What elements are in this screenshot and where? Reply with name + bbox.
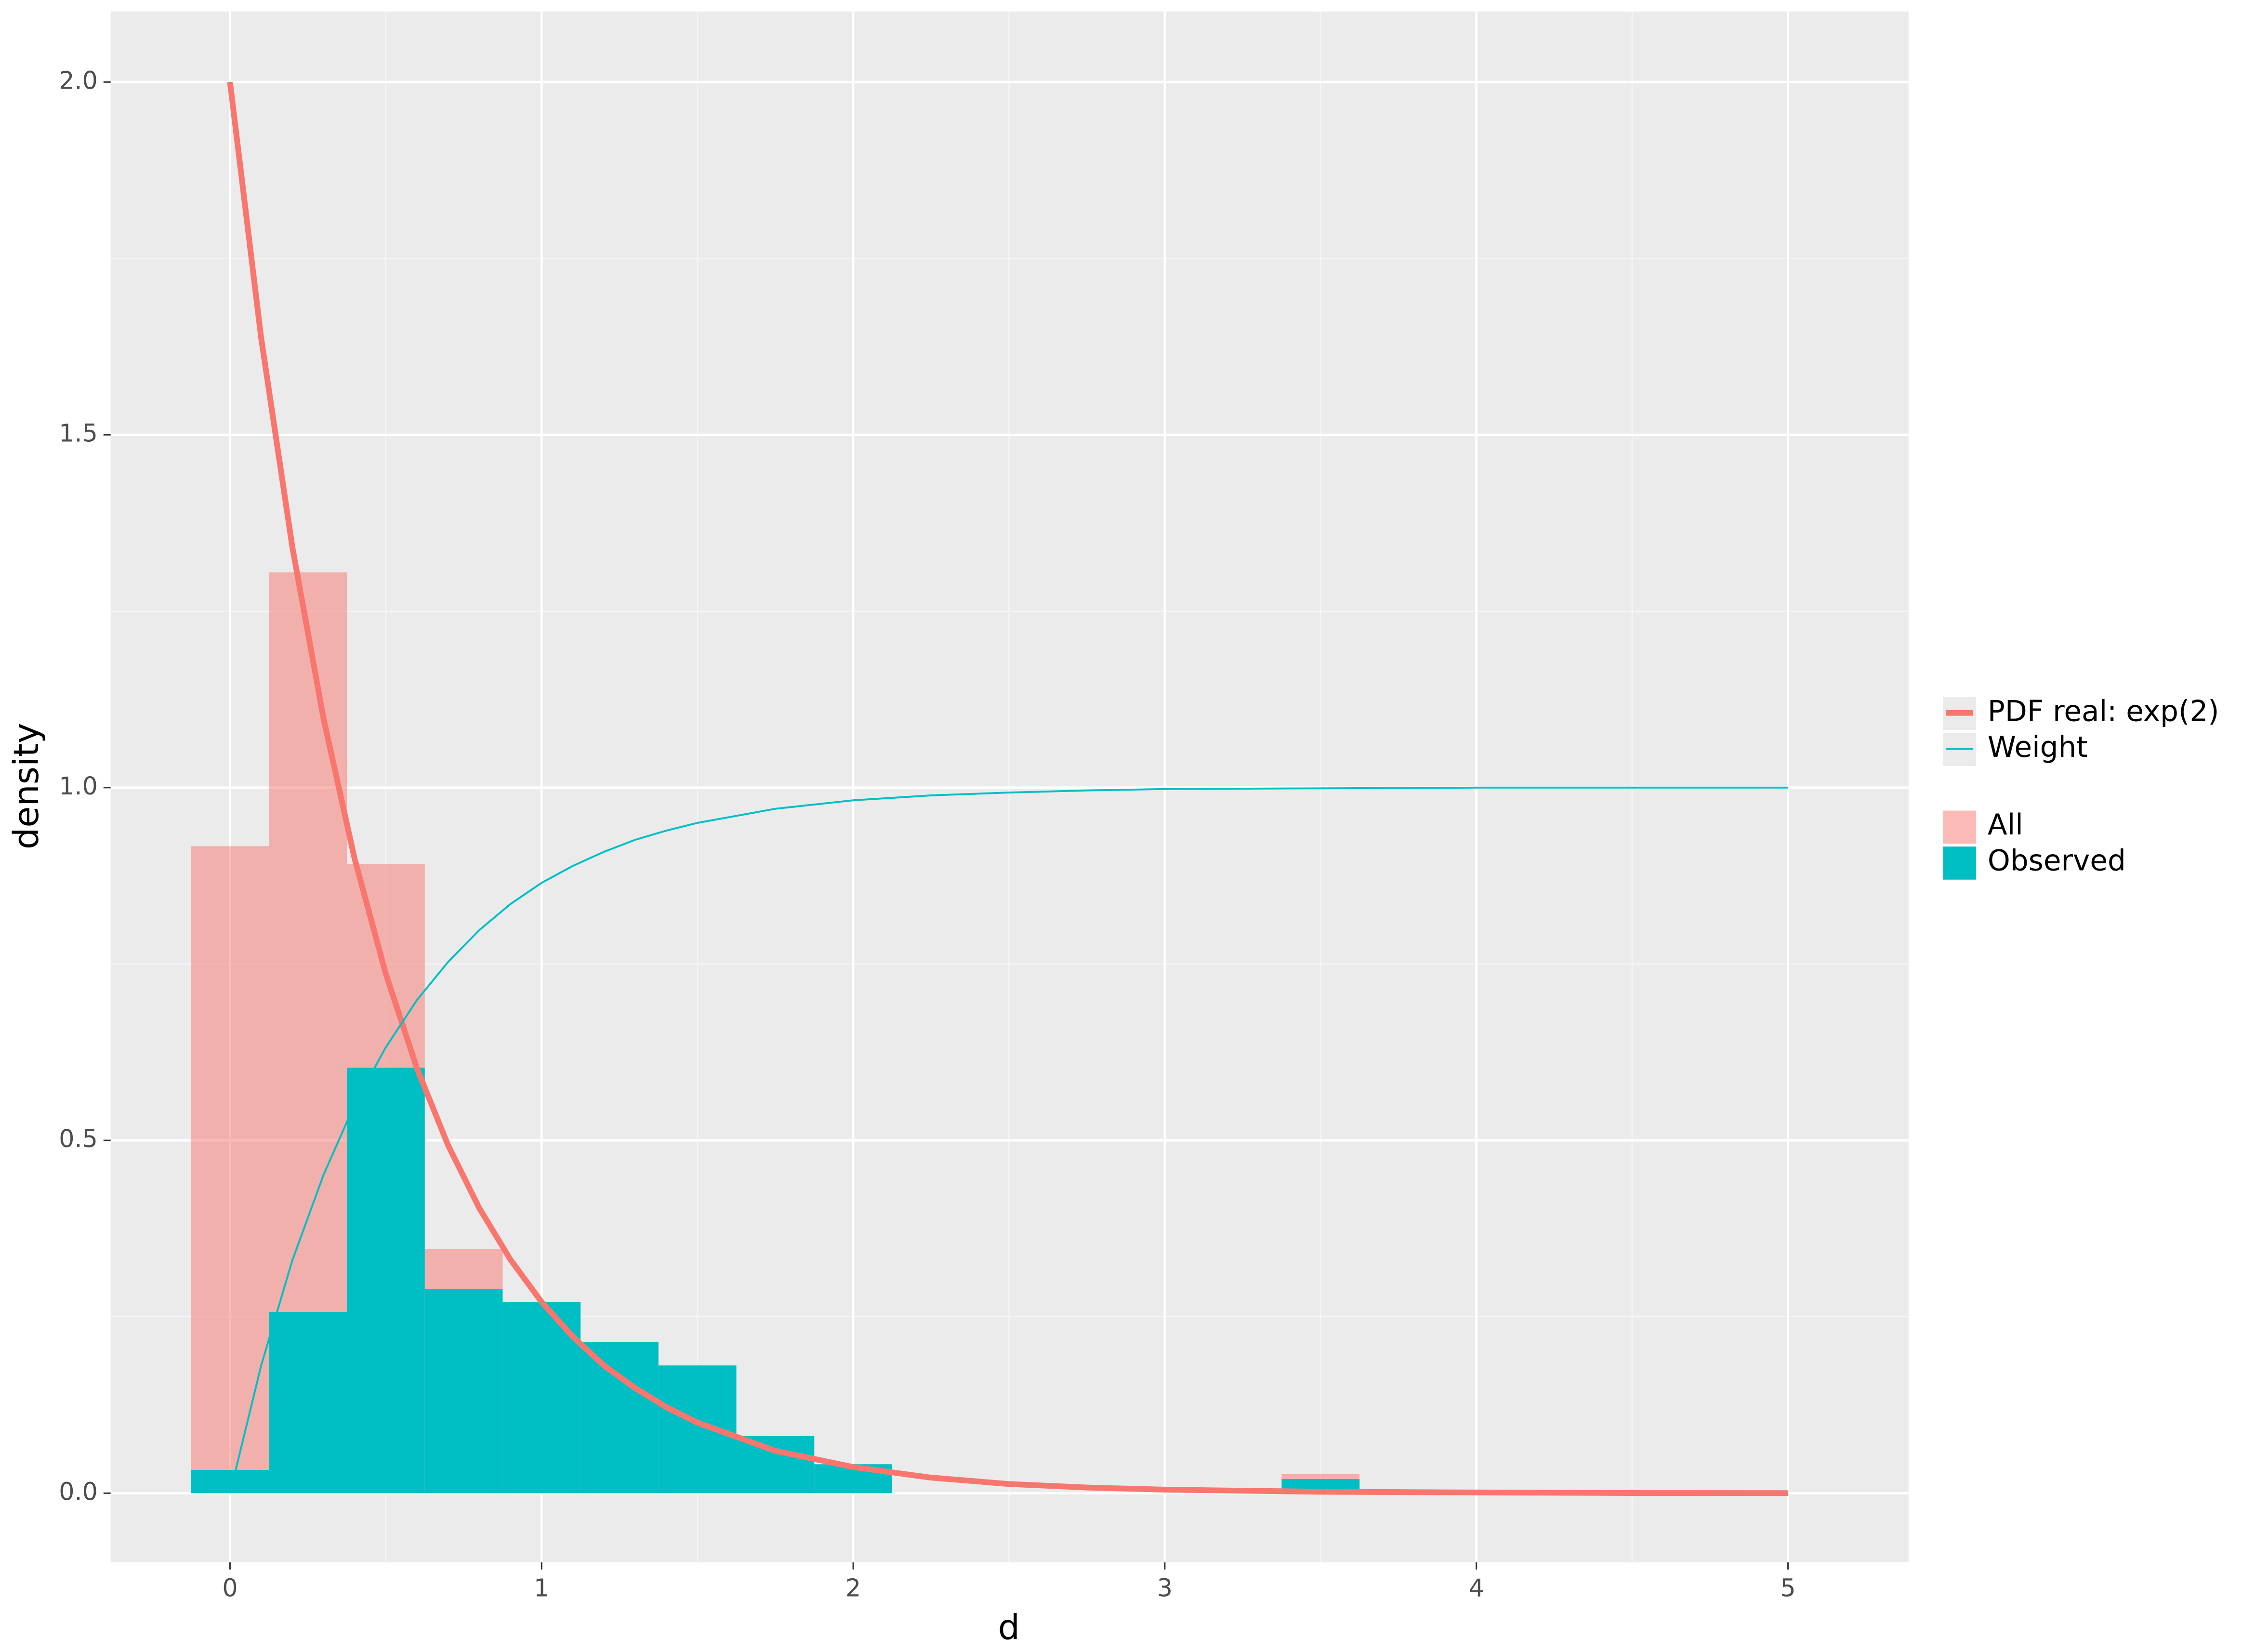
bar bbox=[580, 1342, 659, 1493]
legend-label: Observed bbox=[1988, 845, 2126, 878]
legend-label: Weight bbox=[1988, 731, 2088, 764]
bar bbox=[191, 846, 269, 1493]
bar bbox=[347, 1068, 425, 1493]
bar bbox=[269, 1311, 347, 1493]
x-tick-label: 5 bbox=[1780, 1574, 1795, 1602]
y-tick-label: 1.0 bbox=[59, 772, 98, 800]
lines bbox=[227, 81, 1788, 1496]
legend-key bbox=[1943, 846, 1977, 880]
x-tick-label: 3 bbox=[1157, 1574, 1173, 1602]
line bbox=[229, 786, 1788, 1493]
legend-label: All bbox=[1988, 808, 2023, 842]
y-tick-label: 0.5 bbox=[59, 1124, 98, 1153]
bar bbox=[658, 1365, 737, 1493]
line bbox=[227, 81, 1788, 1496]
y-tick-label: 1.5 bbox=[59, 419, 98, 448]
bar bbox=[424, 1289, 503, 1493]
x-tick-label: 1 bbox=[534, 1574, 549, 1602]
legend-label: PDF real: exp(2) bbox=[1988, 695, 2219, 728]
y-tick-label: 0.0 bbox=[59, 1477, 98, 1506]
x-tick-label: 2 bbox=[845, 1574, 861, 1602]
x-tick-label: 4 bbox=[1469, 1574, 1484, 1602]
y-tick-label: 2.0 bbox=[59, 66, 98, 94]
legend-key bbox=[1943, 810, 1977, 844]
bar bbox=[736, 1436, 815, 1493]
axes: 0 1 2 3 4 5 0.0 0.5 1.0 1.5 2.0 bbox=[59, 66, 1795, 1602]
y-axis-title: density bbox=[6, 723, 46, 849]
x-tick-label: 0 bbox=[222, 1574, 237, 1602]
x-axis-title: d bbox=[998, 1608, 1020, 1648]
